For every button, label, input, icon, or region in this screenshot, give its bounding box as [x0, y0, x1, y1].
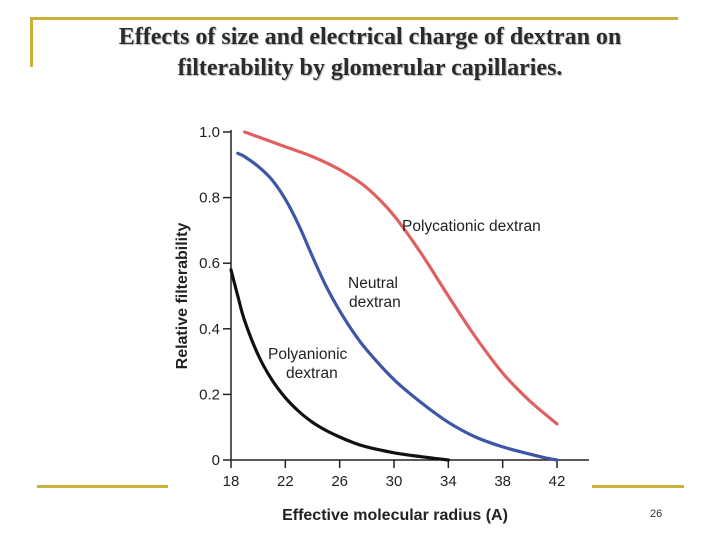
x-tick-label: 42 — [549, 473, 566, 490]
y-tick-label: 0.2 — [199, 386, 220, 403]
x-tick-label: 26 — [331, 473, 348, 490]
x-axis-title: Effective molecular radius (A) — [282, 507, 508, 524]
polyanionic-dextran-label: Polyanionic dextran — [268, 346, 348, 382]
y-axis-title: Relative filterability — [174, 223, 191, 370]
x-tick-label: 22 — [277, 473, 294, 490]
neutral-dextran-label: Neutral dextran — [348, 275, 401, 311]
slide-title-line-2: filterability by glomerular capillaries. — [177, 55, 563, 81]
y-tick-label: 0.6 — [199, 255, 220, 272]
polycationic-dextran-label: Polycationic dextran — [402, 218, 541, 235]
polyanionic-dextran-label-line: Polyanionic — [268, 346, 348, 363]
y-tick-label: 0 — [212, 452, 220, 469]
left-accent-line — [30, 17, 33, 67]
top-accent-line — [30, 17, 678, 20]
x-tick-label: 18 — [223, 473, 240, 490]
slide-number: 26 — [650, 508, 663, 520]
y-tick-label: 0.4 — [199, 321, 220, 338]
x-tick-label: 34 — [440, 473, 457, 490]
chart-series — [229, 130, 559, 462]
neutral-dextran-label-line: dextran — [349, 294, 401, 311]
polycationic-dextran-line — [243, 130, 559, 426]
y-tick-label: 1.0 — [199, 124, 220, 141]
polyanionic-dextran-label-line: dextran — [286, 365, 338, 382]
slide-title-line-1: Effects of size and electrical charge of… — [118, 24, 622, 50]
neutral-dextran-label-line: Neutral — [348, 275, 398, 292]
polyanionic-dextran-line — [229, 268, 450, 462]
x-tick-label: 30 — [386, 473, 403, 490]
chart-axes: 0 0.2 0.4 0.6 0.8 1.0 18 22 26 30 34 38 42 — [168, 110, 592, 530]
neutral-dextran-line — [236, 151, 559, 462]
y-tick-label: 0.8 — [199, 190, 220, 207]
bottom-accent-line-left — [37, 485, 170, 488]
bottom-accent-line-right — [592, 485, 684, 488]
x-tick-label: 38 — [494, 473, 511, 490]
slide-title: Effects of size and electrical charge of… — [60, 22, 680, 84]
polycationic-dextran-label-line: Polycationic dextran — [402, 218, 541, 235]
